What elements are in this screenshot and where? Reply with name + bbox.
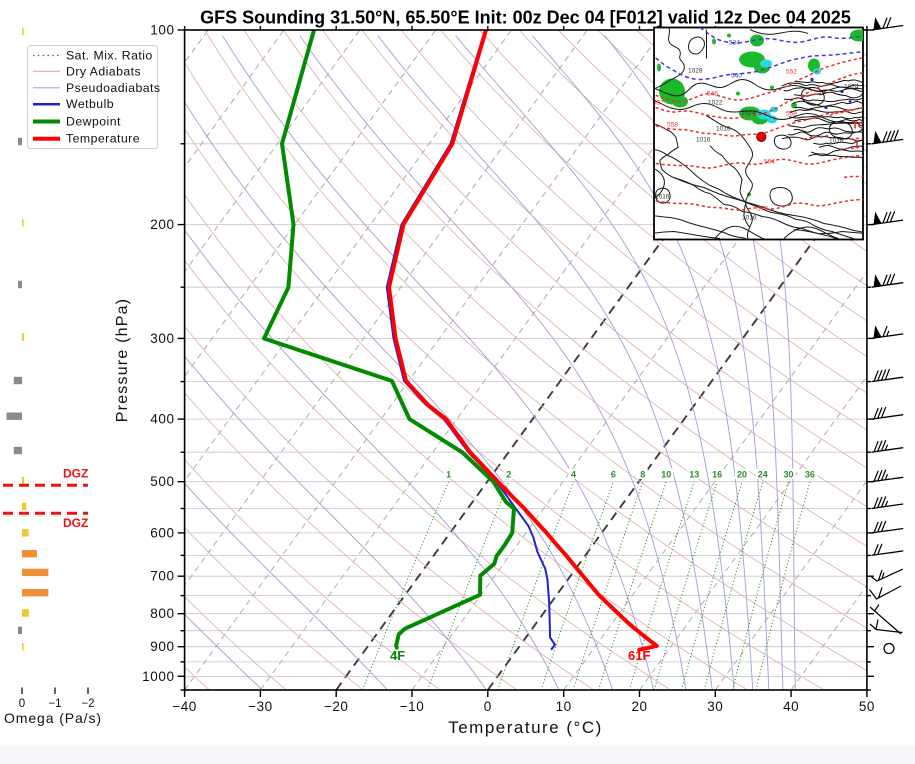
svg-text:100: 100 xyxy=(150,23,174,38)
svg-text:Pseudoadiabats: Pseudoadiabats xyxy=(66,81,161,95)
svg-text:0: 0 xyxy=(19,698,25,710)
svg-text:1: 1 xyxy=(854,140,860,151)
svg-text:10: 10 xyxy=(661,470,671,480)
svg-text:552: 552 xyxy=(786,69,797,76)
svg-text:564: 564 xyxy=(764,159,775,166)
svg-text:Dry Adiabats: Dry Adiabats xyxy=(66,64,141,78)
svg-text:−20: −20 xyxy=(324,699,348,714)
svg-text:Wetbulb: Wetbulb xyxy=(66,97,114,111)
svg-text:800: 800 xyxy=(150,606,174,621)
svg-text:8: 8 xyxy=(640,470,645,480)
svg-text:40: 40 xyxy=(783,699,799,714)
svg-text:1028: 1028 xyxy=(688,68,703,75)
svg-text:Temperature: Temperature xyxy=(66,132,140,146)
svg-text:1016: 1016 xyxy=(742,215,757,222)
svg-text:300: 300 xyxy=(150,331,174,346)
svg-text:540: 540 xyxy=(731,73,742,80)
svg-text:13: 13 xyxy=(689,470,699,480)
svg-text:36: 36 xyxy=(805,470,815,480)
svg-text:Omega (Pa/s): Omega (Pa/s) xyxy=(4,710,102,726)
svg-text:16: 16 xyxy=(712,470,722,480)
svg-text:−1: −1 xyxy=(48,698,61,710)
svg-text:1024: 1024 xyxy=(844,84,859,91)
svg-text:200: 200 xyxy=(150,217,174,232)
svg-text:Temperature (°C): Temperature (°C) xyxy=(448,718,603,737)
svg-text:GFS Sounding 31.50°N, 65.50°E: GFS Sounding 31.50°N, 65.50°E Init: 00z … xyxy=(200,8,851,28)
svg-text:0: 0 xyxy=(484,699,492,714)
svg-text:1024: 1024 xyxy=(741,110,756,117)
svg-text:600: 600 xyxy=(150,525,174,540)
svg-text:DGZ: DGZ xyxy=(63,467,88,481)
svg-text:1016: 1016 xyxy=(696,137,711,144)
svg-text:1018: 1018 xyxy=(716,126,731,133)
svg-text:DGZ: DGZ xyxy=(63,516,88,530)
svg-text:546: 546 xyxy=(707,91,718,98)
svg-text:400: 400 xyxy=(150,412,174,427)
svg-text:1022: 1022 xyxy=(708,100,723,107)
svg-text:900: 900 xyxy=(150,639,174,654)
svg-text:1016: 1016 xyxy=(829,138,844,145)
svg-text:500: 500 xyxy=(150,474,174,489)
svg-text:1: 1 xyxy=(446,470,451,480)
svg-text:1000: 1000 xyxy=(142,669,174,684)
svg-text:534: 534 xyxy=(729,40,740,47)
svg-text:Dewpoint: Dewpoint xyxy=(66,115,121,129)
svg-text:30: 30 xyxy=(783,470,793,480)
svg-text:−30: −30 xyxy=(248,699,272,714)
svg-text:30: 30 xyxy=(707,699,723,714)
svg-text:TO: TO xyxy=(852,121,866,132)
svg-text:6: 6 xyxy=(611,470,616,480)
svg-text:558: 558 xyxy=(786,111,797,118)
svg-text:2: 2 xyxy=(506,470,511,480)
svg-text:Pressure (hPa): Pressure (hPa) xyxy=(114,298,131,422)
svg-text:20: 20 xyxy=(631,699,647,714)
svg-text:−2: −2 xyxy=(81,698,94,710)
svg-text:−40: −40 xyxy=(172,699,196,714)
svg-text:4: 4 xyxy=(571,470,576,480)
svg-text:1016: 1016 xyxy=(655,194,670,201)
svg-text:4F: 4F xyxy=(390,648,405,663)
svg-text:570: 570 xyxy=(757,206,768,213)
svg-text:552: 552 xyxy=(653,100,664,107)
svg-text:20: 20 xyxy=(737,470,747,480)
svg-text:61F: 61F xyxy=(628,648,650,663)
svg-text:−10: −10 xyxy=(400,699,424,714)
svg-text:24: 24 xyxy=(758,470,768,480)
svg-text:10: 10 xyxy=(556,699,572,714)
svg-text:Sat. Mix. Ratio: Sat. Mix. Ratio xyxy=(66,49,153,63)
svg-text:558: 558 xyxy=(667,122,678,129)
svg-text:700: 700 xyxy=(150,569,174,584)
svg-text:50: 50 xyxy=(859,699,875,714)
